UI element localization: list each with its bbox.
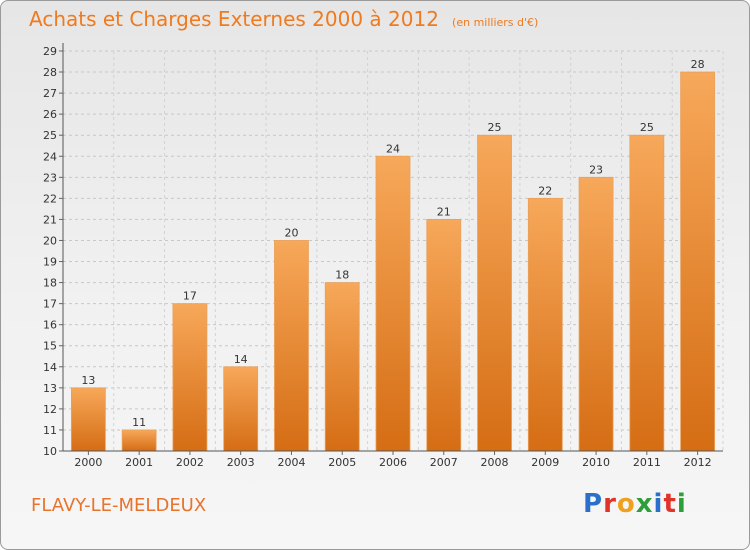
bar-2011 [629, 134, 665, 452]
y-tick-label: 20 [43, 234, 57, 247]
y-tick-label: 12 [43, 403, 57, 416]
y-tick-label: 19 [43, 256, 57, 269]
y-tick-label: 18 [43, 277, 57, 290]
logo-letter: o [616, 489, 636, 519]
axes: 10 11 12 13 14 15 16 17 18 19 20 21 22 23 24 25 26 27 28 29… [43, 43, 723, 469]
data-label-2007: 21 [437, 205, 451, 218]
y-tick-label: 23 [43, 171, 57, 184]
data-label-2008: 25 [488, 121, 502, 134]
x-tick-label-2007: 2007 [430, 456, 458, 469]
bar-2006 [375, 155, 411, 452]
bar-2000 [70, 387, 106, 452]
data-label-2004: 20 [284, 226, 298, 239]
bar-2004 [274, 240, 309, 452]
y-tick-label: 17 [43, 298, 57, 311]
bar-2008 [477, 134, 512, 452]
x-tick-label-2004: 2004 [277, 456, 305, 469]
x-tick-label-2000: 2000 [74, 456, 102, 469]
data-label-2006: 24 [386, 142, 400, 155]
data-label-2001: 11 [132, 416, 146, 429]
x-tick-label-2003: 2003 [227, 456, 255, 469]
bar-2005 [324, 282, 360, 452]
y-tick-label: 27 [43, 87, 57, 100]
logo-letter: x [635, 489, 654, 519]
y-tick-label: 11 [43, 424, 57, 437]
bar-labels: 13 11 17 14 20 18 24 21 25 22 23 25 28 [81, 58, 704, 429]
chart-title-block: Achats et Charges Externes 2000 à 2012 (… [29, 7, 538, 31]
y-tick-label: 25 [43, 129, 57, 142]
x-tick-label-2008: 2008 [481, 456, 509, 469]
y-tick-label: 26 [43, 108, 57, 121]
logo-letter: i [653, 489, 664, 519]
x-tick-label-2001: 2001 [125, 456, 153, 469]
data-label-2011: 25 [640, 121, 654, 134]
y-tick-label: 29 [43, 45, 57, 58]
proxiti-logo: Proxiti [583, 489, 687, 519]
data-label-2010: 23 [589, 163, 603, 176]
chart-subtitle: (en milliers d'€) [452, 16, 539, 29]
y-tick-label: 21 [43, 213, 57, 226]
bar-2010 [578, 176, 614, 452]
logo-letter: t [663, 489, 677, 519]
y-tick-label: 24 [43, 150, 57, 163]
data-label-2002: 17 [183, 290, 197, 303]
x-tick-label-2005: 2005 [328, 456, 356, 469]
data-label-2000: 13 [81, 374, 95, 387]
x-tick-label-2010: 2010 [582, 456, 610, 469]
commune-name: FLAVY-LE-MELDEUX [31, 495, 207, 516]
bar-2003 [223, 366, 259, 452]
y-tick-label: 15 [43, 340, 57, 353]
y-tick-label: 14 [43, 361, 57, 374]
y-tick-label: 10 [43, 445, 57, 458]
chart-title: Achats et Charges Externes 2000 à 2012 [29, 7, 439, 31]
x-tick-label-2009: 2009 [531, 456, 559, 469]
logo-letter: P [583, 489, 604, 519]
data-label-2003: 14 [234, 353, 248, 366]
bar-2009 [527, 197, 563, 452]
logo-letter: r [603, 489, 617, 519]
x-tick-label-2012: 2012 [684, 456, 712, 469]
data-label-2005: 18 [335, 269, 349, 282]
bar-2007 [426, 219, 462, 452]
y-tick-label: 22 [43, 192, 57, 205]
data-label-2009: 22 [538, 184, 552, 197]
y-tick-label: 28 [43, 66, 57, 79]
y-tick-label: 16 [43, 319, 57, 332]
bars [70, 71, 716, 452]
x-tick-label-2002: 2002 [176, 456, 204, 469]
logo-letter: i [676, 489, 687, 519]
data-label-2012: 28 [691, 58, 705, 71]
bar-2012 [680, 71, 716, 452]
bar-2001 [121, 429, 157, 452]
x-tick-label-2011: 2011 [633, 456, 661, 469]
x-tick-label-2006: 2006 [379, 456, 407, 469]
y-tick-label: 13 [43, 382, 57, 395]
bar-2002 [172, 303, 208, 452]
